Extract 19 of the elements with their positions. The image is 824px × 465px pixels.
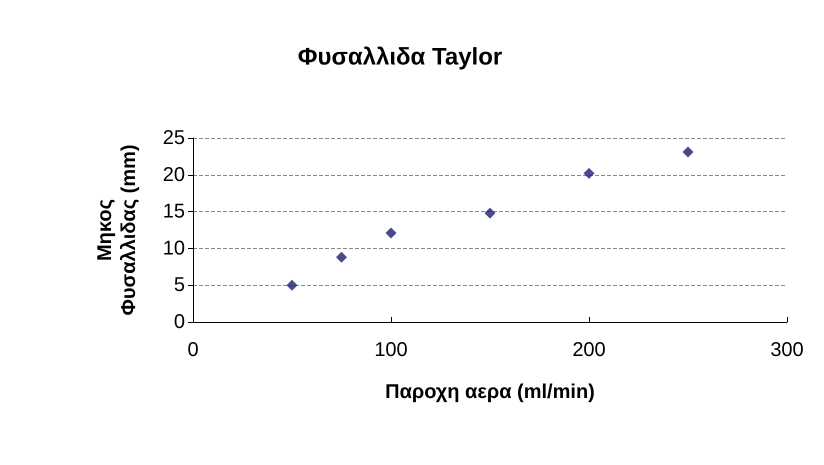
point xyxy=(336,252,347,263)
point xyxy=(682,146,694,158)
y-tick-label: 10 xyxy=(162,237,185,260)
y-tick-label: 25 xyxy=(162,127,185,149)
y-axis-title: Μηκος Φυσαλλιδας (mm) xyxy=(94,144,140,316)
point xyxy=(584,168,594,179)
chart-title: Φυσαλλιδα Taylor xyxy=(298,44,502,70)
x-tick-label: 200 xyxy=(572,339,606,361)
point xyxy=(484,208,496,219)
x-tick-label: 300 xyxy=(770,339,804,361)
y-tick-label: 5 xyxy=(174,274,185,296)
y-tick-label: 20 xyxy=(162,164,185,186)
y-tick-label: 0 xyxy=(174,311,185,333)
point xyxy=(286,280,298,291)
point xyxy=(386,227,396,238)
x-tick-label: 100 xyxy=(374,339,408,361)
x-tick-label: 0 xyxy=(187,339,199,361)
y-tick-label: 15 xyxy=(162,200,185,223)
x-axis-title: Παροχη αερα (ml/min) xyxy=(385,381,595,403)
